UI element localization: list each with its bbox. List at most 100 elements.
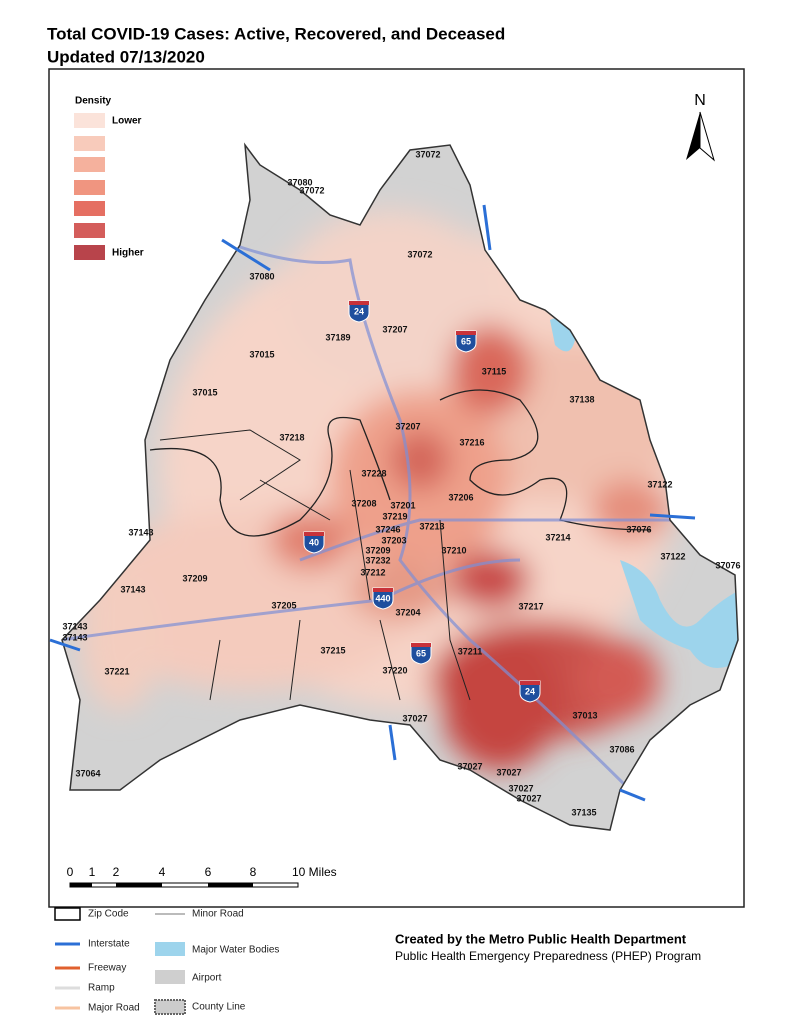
- shield-badge: [410, 642, 432, 665]
- shields: 24 65 40 440 65 24: [303, 300, 541, 703]
- zip-label: 37115: [482, 366, 507, 376]
- zip-label: 37228: [361, 468, 386, 478]
- zip-label: 37122: [660, 551, 685, 561]
- shield-top: [373, 588, 393, 592]
- zip-label: 37076: [626, 524, 651, 534]
- zip-label: 37143: [62, 621, 87, 631]
- zip-label: 37204: [395, 607, 420, 617]
- shield-badge: [455, 330, 477, 353]
- zip-label: 37015: [249, 349, 274, 359]
- legend-label: Zip Code: [88, 909, 129, 920]
- water-body: [620, 560, 738, 668]
- scale-label: 4: [159, 865, 166, 879]
- title: Total COVID-19 Cases: Active, Recovered,…: [47, 24, 505, 43]
- legend-label: Minor Road: [192, 909, 244, 920]
- zip-label: 37207: [395, 421, 420, 431]
- zip-label: 37208: [351, 498, 376, 508]
- scale-label: 10 Miles: [292, 865, 337, 879]
- zip-label: 37122: [647, 479, 672, 489]
- zip-label: 37027: [516, 793, 541, 803]
- interstate: [62, 238, 700, 802]
- shield-top: [304, 532, 324, 536]
- density-swatches: [74, 113, 105, 260]
- legend-label: Freeway: [88, 963, 126, 974]
- legend-label: Major Water Bodies: [192, 945, 279, 956]
- legend-high: Higher: [112, 248, 144, 259]
- legend-label: County Line: [192, 1002, 246, 1013]
- map-legend: [54, 907, 186, 1015]
- zip-label: 37246: [375, 524, 400, 534]
- shield-label: 65: [416, 648, 426, 658]
- legend-title: Density: [75, 96, 112, 107]
- zip-label: 37013: [572, 710, 597, 720]
- interstate: [49, 204, 696, 802]
- zip-label: 37027: [457, 761, 482, 771]
- zip-label: 37209: [365, 545, 390, 555]
- shield-label: 24: [525, 686, 535, 696]
- zip-label: 37201: [390, 500, 415, 510]
- scale-label: 2: [113, 865, 120, 879]
- shield-badge: [519, 680, 541, 703]
- shield-label: 440: [375, 593, 390, 603]
- credits-line1: Created by the Metro Public Health Depar…: [395, 931, 687, 946]
- north-label: N: [694, 92, 706, 109]
- shield-badge: [303, 531, 325, 554]
- shield-top: [349, 301, 369, 305]
- zip-label: 37219: [382, 511, 407, 521]
- zip-label: 37215: [320, 645, 345, 655]
- north-arrow: [699, 111, 715, 162]
- zip-label: 37027: [402, 713, 427, 723]
- zip-label: 37206: [448, 492, 473, 502]
- zip-label: 37211: [458, 646, 483, 656]
- zip-label: 37207: [382, 324, 407, 334]
- zip-label: 37143: [120, 584, 145, 594]
- zip-label: 37135: [571, 807, 596, 817]
- shield-top: [520, 681, 540, 685]
- legend-label: Interstate: [88, 939, 130, 950]
- zip-label: 37221: [104, 666, 129, 676]
- legend-label: Airport: [192, 973, 222, 984]
- shield-label: 24: [354, 306, 364, 316]
- zip-boundary: [159, 429, 471, 701]
- zip-label: 37210: [441, 545, 466, 555]
- zip-label: 37217: [518, 601, 543, 611]
- credits-line2: Public Health Emergency Preparedness (PH…: [395, 949, 701, 963]
- scale-label: 6: [205, 865, 212, 879]
- zip-label: 37143: [62, 632, 87, 642]
- shield-top: [411, 643, 431, 647]
- zip-label: 37138: [569, 394, 594, 404]
- scale-label: 0: [67, 865, 74, 879]
- legend-label: Major Road: [88, 1003, 140, 1014]
- scale-label: 1: [89, 865, 96, 879]
- zip-label: 37209: [182, 573, 207, 583]
- subtitle: Updated 07/13/2020: [47, 47, 205, 66]
- shield-label: 40: [309, 537, 319, 547]
- zip-labels: 3707237080370723707237080372073718937015…: [62, 149, 740, 817]
- shield-top: [456, 331, 476, 335]
- zip-label: 37213: [419, 521, 444, 531]
- scale-bar: [69, 882, 299, 888]
- shield-badge: [348, 300, 370, 323]
- zip-label: 37080: [287, 177, 312, 187]
- zip-label: 37203: [381, 535, 406, 545]
- zip-label: 37216: [459, 437, 484, 447]
- zip-label: 37015: [192, 387, 217, 397]
- zip-label: 37212: [360, 567, 385, 577]
- scale-label: 8: [250, 865, 257, 879]
- zip-label: 37076: [715, 560, 740, 570]
- zip-label: 37027: [496, 767, 521, 777]
- shield-badge: [372, 587, 394, 610]
- zip-label: 37220: [382, 665, 407, 675]
- zip-label: 37189: [325, 332, 350, 342]
- zip-label: 37205: [271, 600, 296, 610]
- legend-label: Ramp: [88, 983, 115, 994]
- north-arrow: [686, 112, 700, 160]
- zip-label: 37232: [365, 555, 390, 565]
- legend-low: Lower: [112, 116, 142, 127]
- zip-label: 37072: [407, 249, 432, 259]
- zip-label: 37027: [508, 783, 533, 793]
- shield-label: 65: [461, 336, 471, 346]
- zip-label: 37072: [415, 149, 440, 159]
- zip-label: 37143: [128, 527, 153, 537]
